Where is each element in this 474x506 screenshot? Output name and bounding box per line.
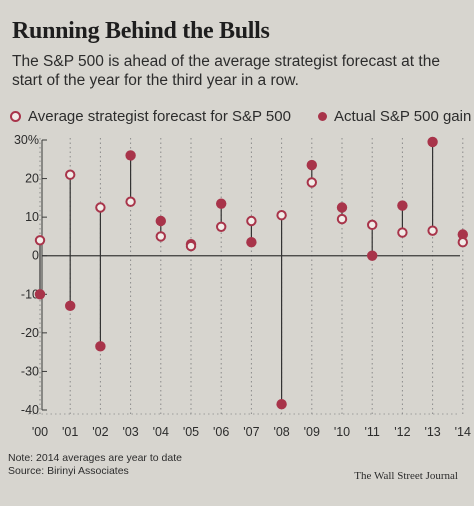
x-tick-label: '00 <box>32 425 48 439</box>
x-tick-label: '12 <box>394 425 410 439</box>
chart-title: Running Behind the Bulls <box>12 18 270 44</box>
y-tick-label: 30% <box>14 133 39 147</box>
forecast-point <box>367 219 378 231</box>
actual-point <box>246 237 257 248</box>
x-tick-label: '03 <box>122 425 138 439</box>
y-tick-label: -40 <box>21 403 39 417</box>
forecast-point <box>427 225 438 236</box>
actual-point <box>95 341 106 352</box>
actual-point <box>155 215 166 227</box>
actual-point <box>306 159 317 171</box>
forecast-point <box>34 235 46 246</box>
y-tick-label: 20 <box>25 172 39 186</box>
actual-point <box>216 198 227 209</box>
forecast-point <box>65 169 76 180</box>
forecast-point <box>276 210 287 221</box>
forecast-point <box>95 202 106 213</box>
forecast-point <box>185 240 197 252</box>
x-tick-label: '06 <box>213 425 229 439</box>
y-tick-label: 10 <box>25 210 39 224</box>
y-tick-label: -20 <box>21 326 39 340</box>
forecast-point <box>397 227 408 238</box>
legend-item-actual: Actual S&P 500 gain <box>318 108 471 125</box>
forecast-point <box>336 213 348 225</box>
x-tick-label: '07 <box>243 425 259 439</box>
legend-filled-marker <box>318 112 327 121</box>
actual-point <box>427 136 438 148</box>
chart-footnote: Note: 2014 averages are year to date Sou… <box>8 452 182 478</box>
note-text: Note: 2014 averages are year to date <box>8 452 182 464</box>
actual-point <box>34 289 46 300</box>
x-tick-label: '04 <box>153 425 169 439</box>
actual-point <box>336 202 348 213</box>
actual-point <box>65 300 76 312</box>
forecast-point <box>155 231 167 242</box>
x-tick-label: '05 <box>183 425 199 439</box>
y-tick-label: 0 <box>32 249 39 263</box>
actual-point <box>457 229 468 240</box>
x-tick-label: '13 <box>424 425 440 439</box>
actual-point <box>397 200 408 211</box>
forecast-point <box>306 177 317 188</box>
actual-point <box>125 150 136 161</box>
actual-point <box>367 250 378 261</box>
forecast-point <box>246 215 257 227</box>
y-tick-label: -30 <box>21 364 39 378</box>
legend-open-marker <box>10 111 21 122</box>
forecast-point <box>457 237 468 248</box>
forecast-point <box>216 221 227 232</box>
forecast-point <box>125 196 136 207</box>
chart-subtitle: The S&P 500 is ahead of the average stra… <box>12 53 440 89</box>
y-tick-label: -10 <box>21 287 39 301</box>
x-tick-label: '09 <box>304 425 320 439</box>
legend-item-forecast: Average strategist forecast for S&P 500 <box>10 108 291 125</box>
x-tick-label: '11 <box>365 425 380 439</box>
x-tick-label: '10 <box>334 425 350 439</box>
legend-label-forecast: Average strategist forecast for S&P 500 <box>28 108 291 125</box>
x-tick-label: '08 <box>273 425 289 439</box>
source-text: Source: Birinyi Associates <box>8 465 129 477</box>
x-tick-label: '14 <box>455 425 471 439</box>
x-tick-label: '01 <box>62 425 78 439</box>
x-tick-label: '02 <box>92 425 108 439</box>
legend-label-actual: Actual S&P 500 gain <box>334 108 472 125</box>
actual-point <box>276 399 287 410</box>
publisher-credit: The Wall Street Journal <box>354 470 458 482</box>
